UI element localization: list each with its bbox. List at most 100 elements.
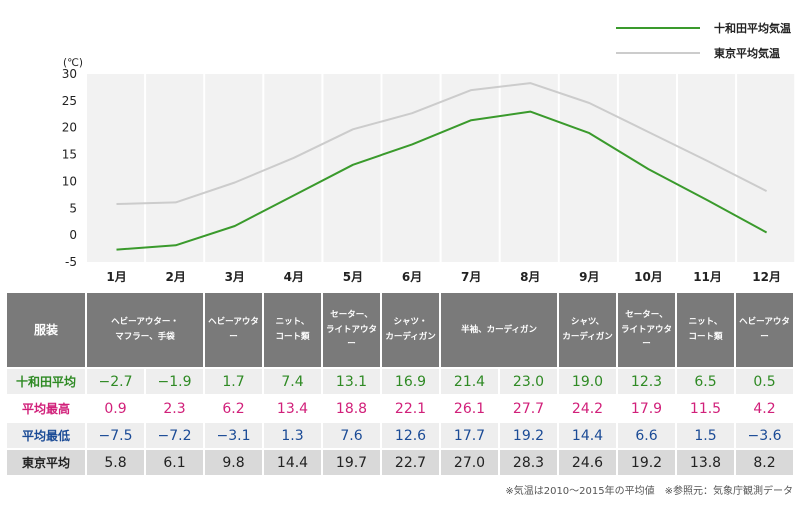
value-cell: 5.8 [87,450,144,475]
clothing-cell: ヘビーアウター [736,293,794,367]
clothing-text: カーディガン [385,332,436,342]
value-cell: 26.1 [441,396,499,421]
value-cell: 1.5 [677,423,735,448]
series-lines [116,82,768,251]
value-cell: −1.9 [146,369,204,394]
y-tick-label: 25 [62,94,77,108]
month-column-bg [678,74,736,262]
x-tick-label: 3月 [225,270,245,284]
clothing-text: カーディガン [562,332,613,342]
y-tick-label: 0 [69,228,77,242]
value-cell: 14.4 [559,423,617,448]
clothing-text: ライトアウター [621,324,673,350]
y-tick-label: 30 [62,67,77,81]
value-cell: 1.7 [205,369,263,394]
value-cell: 22.7 [382,450,440,475]
value-cell: 6.6 [618,423,676,448]
clothing-text: ヘビーアウター・ [111,317,179,328]
value-cell: 6.2 [205,396,263,421]
value-cell: 7.4 [264,369,322,394]
value-cell: 0.5 [736,369,794,394]
x-tick-label: 10月 [634,270,663,284]
y-tick-label: 5 [69,201,77,215]
clothing-text: ライトアウター [326,324,378,350]
month-column-bg [146,74,204,262]
value-cell: −7.2 [146,423,204,448]
month-column-bg [323,74,381,262]
value-cell: 19.2 [500,423,558,448]
x-tick-label: 12月 [752,270,781,284]
clothing-cell: シャツ、 カーディガン [559,293,617,367]
value-cell: 13.8 [677,450,735,475]
clothing-text: セーター、 [625,309,668,320]
legend-label-towada: 十和田平均気温 [714,22,791,35]
clothing-text: マフラー、手袋 [115,332,175,342]
value-cell: 14.4 [264,450,322,475]
value-cell: −7.5 [87,423,144,448]
value-cell: 17.9 [618,396,676,421]
value-cell: 12.3 [618,369,676,394]
month-column-bg [559,74,617,262]
value-cell: −2.7 [87,369,144,394]
value-cell: 9.8 [205,450,263,475]
value-cell: 0.9 [87,396,144,421]
column-backgrounds [87,74,795,262]
x-tick-label: 9月 [579,270,599,284]
x-tick-label: 5月 [343,270,363,284]
clothing-cell: セーター、ライトアウター [618,293,676,367]
row-label: 東京平均 [7,450,85,475]
y-axis-ticks: 30 25 20 15 10 5 0 -5 [62,67,77,269]
month-column-bg [737,74,795,262]
legend-swatch-tokyo [616,52,700,54]
series-line-towada [116,110,768,251]
value-cell: 24.2 [559,396,617,421]
clothing-cell: ヘビーアウター・ マフラー、手袋 [87,293,204,367]
footnote: ※気温は2010〜2015年の平均値 ※参照元：気象庁観測データ [505,486,793,497]
clothing-cell: ニット、 コート類 [264,293,322,367]
table-body: 服装 ヘビーアウター・ マフラー、手袋 ヘビーアウター ニット、 コート類 セーター、 ライト… [7,293,794,475]
value-cell: 13.1 [323,369,381,394]
month-column-bg [382,74,440,262]
value-cell: 19.7 [323,450,381,475]
clothing-text: シャツ・ [393,317,428,328]
month-column-bg [264,74,322,262]
value-cell: 18.8 [323,396,381,421]
value-cell: 6.5 [677,369,735,394]
table-row-min: 平均最低 −7.5 −7.2 −3.1 1.3 7.6 12.6 17.7 19.2 14.4 6.… [7,423,794,448]
month-column-bg [500,74,558,262]
clothing-cell: ヘビーアウター [205,293,263,367]
clothing-text: セーター、 [330,309,373,320]
y-tick-label: 10 [62,174,77,188]
row-label: 平均最低 [7,423,85,448]
x-tick-label: 8月 [520,270,540,284]
x-tick-label: 4月 [284,270,304,284]
value-cell: 13.4 [264,396,322,421]
series-line-tokyo [116,82,768,205]
clothing-cell: シャツ・カーディガン [382,293,440,367]
legend-item-towada: 十和田平均気温 [616,18,791,38]
x-tick-label: 11月 [693,270,722,284]
value-cell: 1.3 [264,423,322,448]
value-cell: 22.1 [382,396,440,421]
value-cell: 27.0 [441,450,499,475]
x-tick-label: 1月 [106,270,126,284]
month-column-bg [441,74,499,262]
clothing-cell: 半袖、カーディガン [441,293,558,367]
value-cell: 21.4 [441,369,499,394]
value-cell: 6.1 [146,450,204,475]
clothing-row: 服装 ヘビーアウター・ マフラー、手袋 ヘビーアウター ニット、 コート類 セーター、 ライト… [7,293,794,367]
clothing-text: ヘビーアウター [208,317,259,342]
legend-swatch-towada [616,27,700,29]
value-cell: 12.6 [382,423,440,448]
value-cell: 19.2 [618,450,676,475]
clothing-cell: ニット、 コート類 [677,293,735,367]
value-cell: 16.9 [382,369,440,394]
value-cell: 17.7 [441,423,499,448]
temperature-clothing-table: 服装 ヘビーアウター・ マフラー、手袋 ヘビーアウター ニット、 コート類 セーター、 ライト… [5,291,795,477]
value-cell: 27.7 [500,396,558,421]
y-axis-unit-label: (℃) [63,57,83,69]
x-tick-label: 6月 [402,270,422,284]
value-cell: 28.3 [500,450,558,475]
